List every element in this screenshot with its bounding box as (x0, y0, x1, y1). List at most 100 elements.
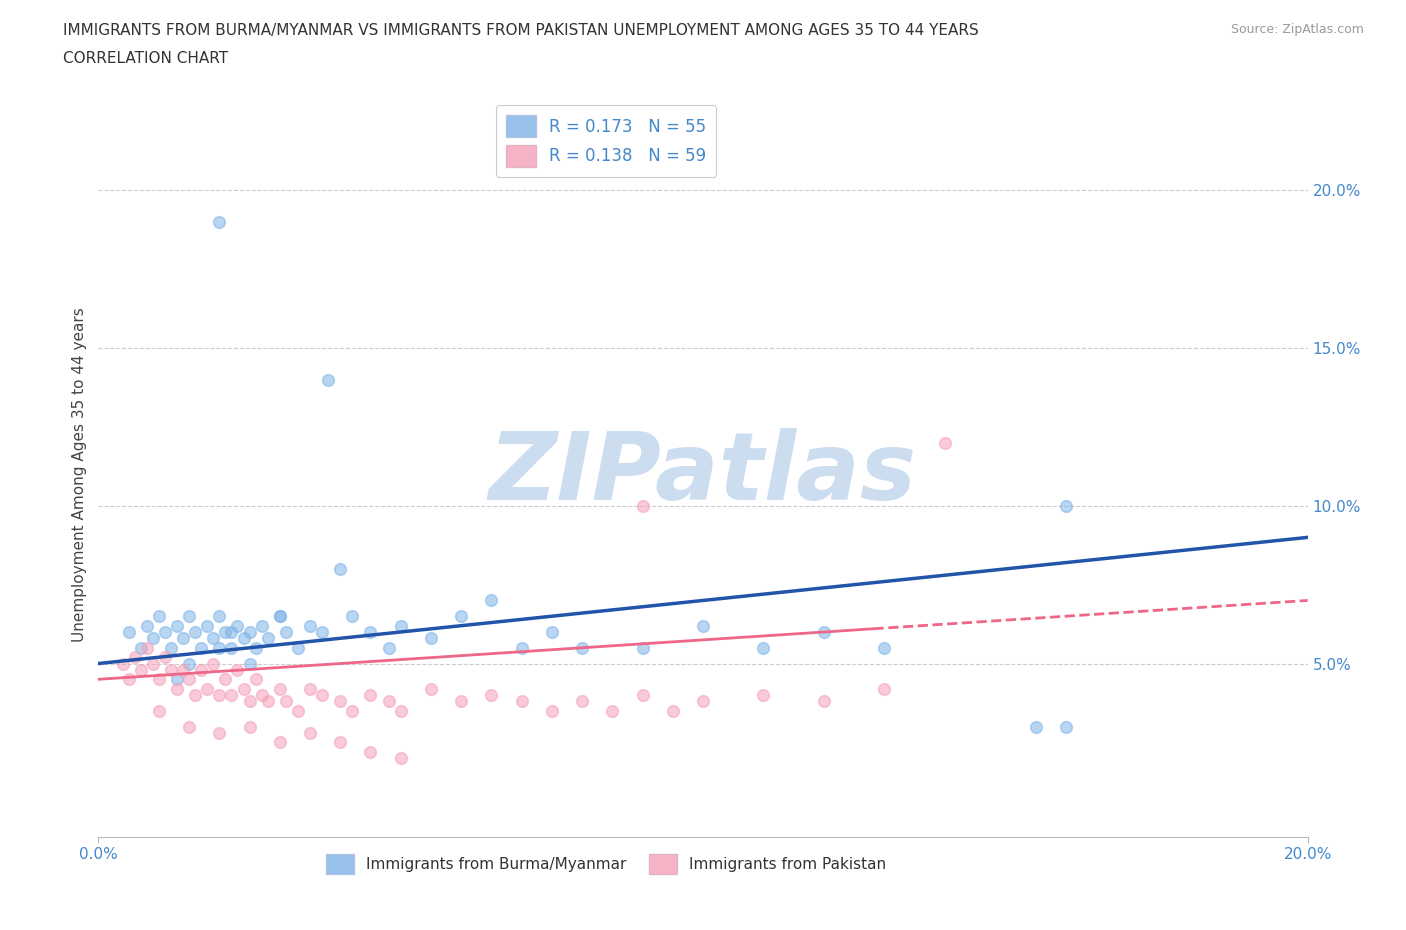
Point (135, 641, 157, 656)
Point (481, 593, 503, 608)
Point (311, 687, 333, 702)
Point (202, 631, 225, 645)
Point (214, 671, 236, 686)
Point (360, 744, 382, 759)
Point (179, 656, 201, 671)
Point (661, 703, 683, 718)
Point (190, 662, 212, 677)
Point (813, 625, 835, 640)
Point (148, 703, 170, 718)
Point (232, 682, 254, 697)
Point (148, 671, 170, 686)
Point (245, 641, 267, 656)
Point (239, 625, 262, 640)
Point (142, 656, 165, 671)
Point (250, 687, 273, 702)
Point (166, 682, 188, 697)
Point (287, 703, 309, 718)
Point (208, 215, 231, 230)
Point (342, 609, 364, 624)
Point (250, 618, 273, 633)
Point (129, 641, 152, 656)
Point (202, 656, 225, 671)
Point (631, 641, 654, 656)
Point (1054, 498, 1077, 513)
Point (360, 625, 382, 640)
Point (118, 671, 141, 686)
Point (631, 498, 654, 513)
Point (184, 625, 207, 640)
Point (540, 703, 562, 718)
Point (287, 641, 309, 656)
Point (692, 694, 714, 709)
Point (148, 609, 170, 624)
Point (934, 435, 956, 450)
Point (195, 682, 218, 697)
Point (166, 671, 188, 686)
Point (342, 703, 364, 718)
Point (1024, 719, 1046, 734)
Point (124, 650, 146, 665)
Point (389, 703, 412, 718)
Point (172, 662, 194, 677)
Point (208, 687, 231, 702)
Point (329, 562, 352, 577)
Point (269, 609, 291, 624)
Point (571, 641, 593, 656)
Point (172, 631, 194, 645)
Point (179, 719, 201, 734)
Point (510, 694, 533, 709)
Point (239, 694, 262, 709)
Point (329, 735, 352, 750)
Point (377, 694, 399, 709)
Point (752, 687, 775, 702)
Point (226, 662, 249, 677)
Point (813, 694, 835, 709)
Point (129, 662, 152, 677)
Point (111, 656, 134, 671)
Point (118, 625, 141, 640)
Point (221, 687, 243, 702)
Point (232, 631, 254, 645)
Legend: Immigrants from Burma/Myanmar, Immigrants from Pakistan: Immigrants from Burma/Myanmar, Immigrant… (321, 848, 893, 880)
Point (179, 671, 201, 686)
Point (195, 618, 218, 633)
Point (360, 687, 382, 702)
Point (142, 631, 165, 645)
Point (256, 694, 278, 709)
Point (450, 694, 472, 709)
Point (221, 641, 243, 656)
Point (239, 719, 262, 734)
Point (450, 609, 472, 624)
Point (329, 694, 352, 709)
Point (135, 618, 157, 633)
Point (420, 682, 443, 697)
Point (873, 682, 896, 697)
Point (184, 687, 207, 702)
Point (752, 641, 775, 656)
Point (420, 631, 443, 645)
Point (221, 625, 243, 640)
Point (873, 641, 896, 656)
Point (166, 618, 188, 633)
Point (190, 641, 212, 656)
Point (299, 682, 322, 697)
Point (269, 735, 291, 750)
Text: IMMIGRANTS FROM BURMA/MYANMAR VS IMMIGRANTS FROM PAKISTAN UNEMPLOYMENT AMONG AGE: IMMIGRANTS FROM BURMA/MYANMAR VS IMMIGRA… (63, 23, 979, 38)
Point (389, 618, 412, 633)
Point (1054, 719, 1077, 734)
Point (160, 641, 183, 656)
Point (311, 625, 333, 640)
Text: ZIPatlas: ZIPatlas (489, 429, 917, 520)
Text: Source: ZipAtlas.com: Source: ZipAtlas.com (1230, 23, 1364, 36)
Point (571, 694, 593, 709)
Point (299, 725, 322, 740)
Text: CORRELATION CHART: CORRELATION CHART (63, 51, 228, 66)
Point (274, 694, 297, 709)
Point (510, 641, 533, 656)
Point (269, 609, 291, 624)
Point (153, 650, 176, 665)
Point (256, 631, 278, 645)
Point (481, 687, 503, 702)
Point (274, 625, 297, 640)
